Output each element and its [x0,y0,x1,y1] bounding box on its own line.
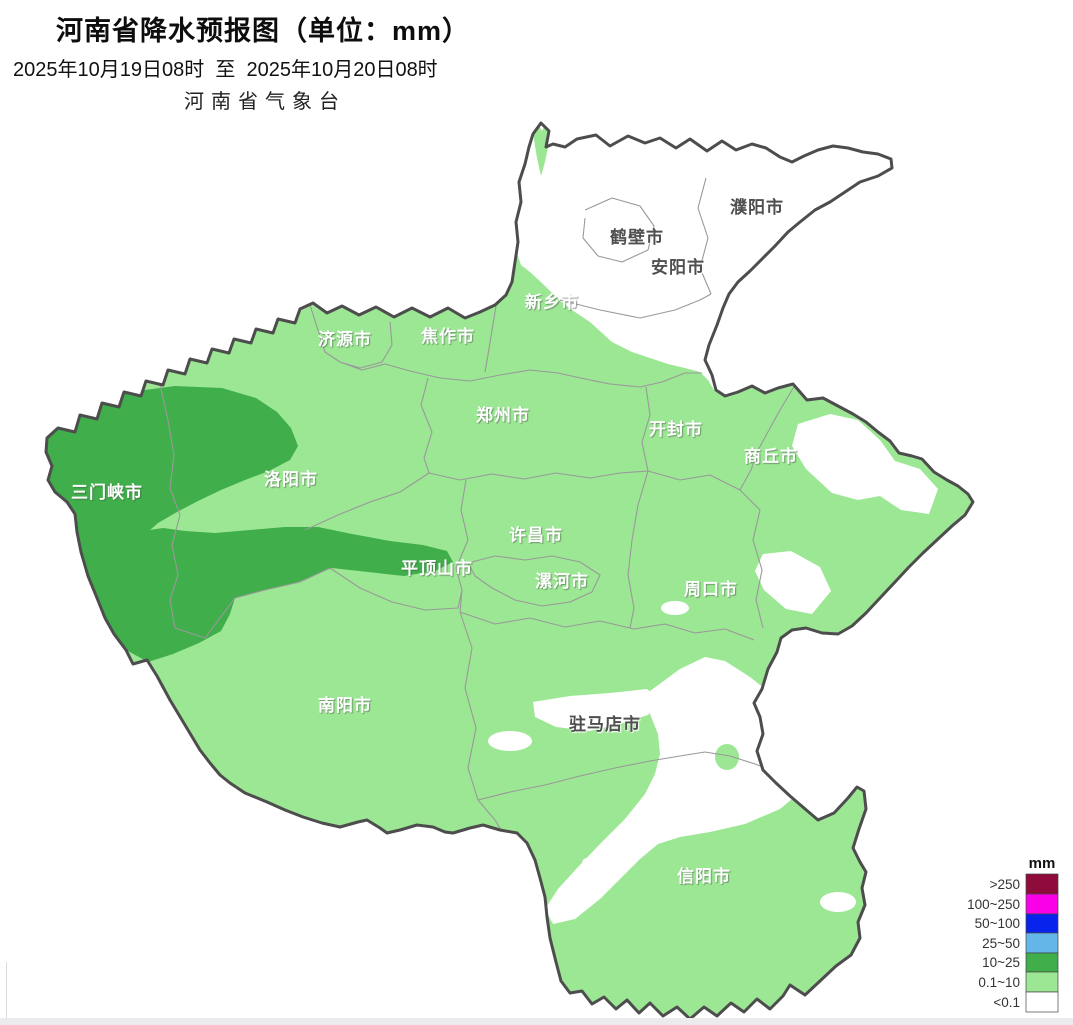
city-label-luoyang: 洛阳市 [264,469,318,489]
legend-swatch-gt250 [1025,873,1059,895]
region-moderate-rain-10-25mm-west [46,386,453,662]
legend-label-gt250: >250 [990,877,1020,892]
legend-label-50-100: 50~100 [975,916,1020,931]
region-dry-dot-shangqiu [806,453,820,461]
city-label-luohe: 漯河市 [535,571,589,591]
city-label-kaifeng: 开封市 [649,419,703,439]
city-label-shangqiu: 商丘市 [744,446,798,466]
city-label-xuchang: 许昌市 [509,525,563,545]
city-label-puyang: 濮阳市 [730,197,784,217]
page-bottom-bar [0,1018,1073,1025]
legend-label-10-25: 10~25 [982,955,1020,970]
city-label-nanyang: 南阳市 [318,695,372,715]
city-label-jiaozuo: 焦作市 [420,326,475,346]
city-label-hebi: 鹤壁市 [610,227,664,247]
region-dry-dot-zhoukou [661,601,689,615]
city-label-pingdingshan: 平顶山市 [401,558,473,578]
legend-swatch-50-100 [1025,913,1059,934]
page-title: 河南省降水预报图（单位：mm） [56,16,471,46]
city-labels: 三门峡市 洛阳市 济源市 焦作市 新乡市 鹤壁市 安阳市 濮阳市 郑州市 开封市… [71,197,798,886]
legend-label-0.1-10: 0.1~10 [978,975,1020,990]
region-dry-shangqiu-patch [792,414,938,514]
city-label-jiyuan: 济源市 [318,329,372,349]
agency-name: 河南省气象台 [184,91,346,113]
legend-label-100-250: 100~250 [967,897,1020,912]
legend-swatch-0.1-10 [1025,971,1059,993]
legend-label-25-50: 25~50 [982,936,1020,951]
city-label-zhumadian: 驻马店市 [569,714,641,734]
legend-swatch-10-25 [1025,952,1059,973]
region-dry-blob-west-zhumadian [488,731,532,751]
forecast-period: 2025年10月19日08时 至 2025年10月20日08时 [13,59,438,81]
city-label-zhoukou: 周口市 [684,579,738,599]
page-left-edge-line [6,962,7,1018]
legend-swatch-lt0.1 [1025,991,1059,1013]
legend-unit-label: mm [1029,855,1056,872]
region-green-dot-east-zhumadian [715,744,739,770]
legend-swatch-25-50 [1025,932,1059,954]
city-label-zhengzhou: 郑州市 [476,405,530,425]
region-dry-dot-xinyang [820,892,856,912]
city-label-xinyang: 信阳市 [677,866,731,886]
city-label-sanmenxia: 三门峡市 [71,482,143,502]
region-dry-southeast-band [545,657,798,924]
city-label-anyang: 安阳市 [651,257,705,277]
legend-swatch-100-250 [1025,893,1059,915]
region-dry-dot-small [582,858,592,868]
precipitation-legend: mm >250 100~250 50~100 25~50 10~25 0.1~1… [967,855,1059,1013]
city-label-xinxiang: 新乡市 [525,292,579,312]
region-dry-zhumadian-blob [533,689,660,731]
internal-city-boundaries [159,177,796,913]
legend-label-lt0.1: <0.1 [993,995,1020,1010]
region-dry-shangqiu-zhoukou-patch [755,551,831,614]
